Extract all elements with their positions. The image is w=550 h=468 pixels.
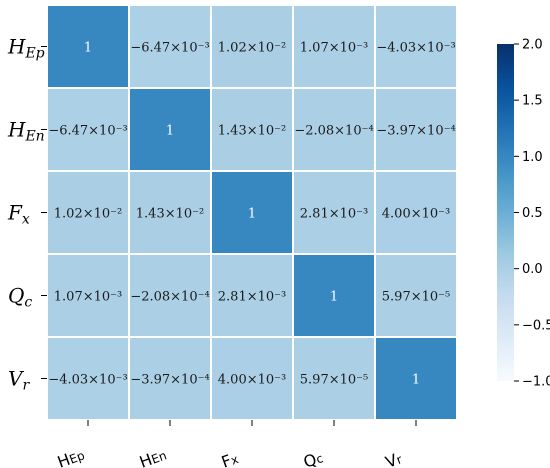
heatmap-cell-label: 1 bbox=[248, 207, 256, 222]
heatmap-cell-label: −3.97×10⁻⁴ bbox=[376, 124, 455, 139]
colorbar-tick-label: 2.0 bbox=[522, 38, 543, 53]
heatmap-cell bbox=[210, 253, 294, 338]
column-label: Vr bbox=[383, 448, 404, 468]
heatmap-cell-label: 1.07×10⁻³ bbox=[300, 41, 368, 56]
heatmap-cell-label: −6.47×10⁻³ bbox=[48, 124, 127, 139]
heatmap-cell-label: 5.97×10⁻⁵ bbox=[382, 290, 450, 305]
colorbar-tick-label: −0.5 bbox=[522, 318, 550, 333]
heatmap-cell bbox=[210, 87, 294, 172]
colorbar-tick-label: −1.0 bbox=[522, 375, 550, 390]
heatmap-cell bbox=[374, 253, 458, 338]
column-label: Fx bbox=[219, 448, 241, 468]
heatmap-cell bbox=[128, 253, 212, 338]
heatmap-cells bbox=[46, 4, 458, 421]
heatmap-cell bbox=[210, 336, 294, 421]
colorbar-tick-label: 1.5 bbox=[522, 94, 543, 109]
heatmap-cell bbox=[128, 170, 212, 255]
heatmap-cell-label: −2.08×10⁻⁴ bbox=[294, 124, 373, 139]
column-label: Qc bbox=[301, 447, 326, 468]
row-label: HEp bbox=[7, 35, 45, 62]
heatmap-cell-label: −6.47×10⁻³ bbox=[130, 41, 209, 56]
heatmap-cell-labels: 1 −6.47×10⁻³ 1.02×10⁻² 1.07×10⁻³ −4.03×10⁻³−… bbox=[48, 41, 455, 388]
heatmap-row-labels: HEp HEn Fx Qc Vr bbox=[7, 35, 47, 394]
colorbar bbox=[497, 44, 514, 381]
row-label: Vr bbox=[8, 367, 30, 394]
heatmap-cell bbox=[128, 4, 212, 89]
heatmap-cell-label: −4.03×10⁻³ bbox=[376, 41, 455, 56]
row-label: Fx bbox=[7, 201, 30, 228]
colorbar-gradient bbox=[497, 44, 514, 381]
heatmap-cell-label: −3.97×10⁻⁴ bbox=[130, 373, 209, 388]
heatmap-cell-label: 5.97×10⁻⁵ bbox=[300, 373, 368, 388]
heatmap-cell bbox=[292, 170, 376, 255]
heatmap-cell bbox=[46, 336, 130, 421]
heatmap-cell-label: −4.03×10⁻³ bbox=[48, 373, 127, 388]
heatmap-cell-label: 1.43×10⁻² bbox=[218, 124, 286, 139]
heatmap-cell-label: 4.00×10⁻³ bbox=[218, 373, 286, 388]
colorbar-tick-label: 1.0 bbox=[522, 150, 543, 165]
colorbar-tick-label: 0.0 bbox=[522, 262, 543, 277]
colorbar-tick-label: 0.5 bbox=[522, 206, 543, 221]
heatmap-cell bbox=[292, 253, 376, 338]
row-label: Qc bbox=[8, 284, 32, 311]
row-label: HEn bbox=[7, 118, 45, 145]
heatmap-cell-label: 1 bbox=[412, 373, 420, 388]
heatmap-cell bbox=[128, 336, 212, 421]
heatmap-cell bbox=[374, 87, 458, 172]
heatmap-cell-label: 1.43×10⁻² bbox=[136, 207, 204, 222]
heatmap-cell-label: 1 bbox=[84, 41, 92, 56]
heatmap-cell-label: 1.02×10⁻² bbox=[54, 207, 122, 222]
column-label: HEn bbox=[137, 445, 169, 468]
heatmap-cell-label: 4.00×10⁻³ bbox=[382, 207, 450, 222]
column-label: HEp bbox=[55, 445, 87, 468]
heatmap-cell-label: 1.07×10⁻³ bbox=[54, 290, 122, 305]
heatmap-cell-label: 1.02×10⁻² bbox=[218, 41, 286, 56]
heatmap-cell-label: 2.81×10⁻³ bbox=[218, 290, 286, 305]
heatmap-cell-label: −2.08×10⁻⁴ bbox=[130, 290, 209, 305]
heatmap-cell-label: 1 bbox=[330, 290, 338, 305]
heatmap-cell-label: 1 bbox=[166, 124, 174, 139]
heatmap-cell-label: 2.81×10⁻³ bbox=[300, 207, 368, 222]
colorbar-ticks: 2.0 1.5 1.0 0.5 0.0 −0.5 −1.0 bbox=[514, 38, 550, 390]
heatmap-column-labels: HEp HEn Fx Qc Vr bbox=[55, 420, 417, 468]
